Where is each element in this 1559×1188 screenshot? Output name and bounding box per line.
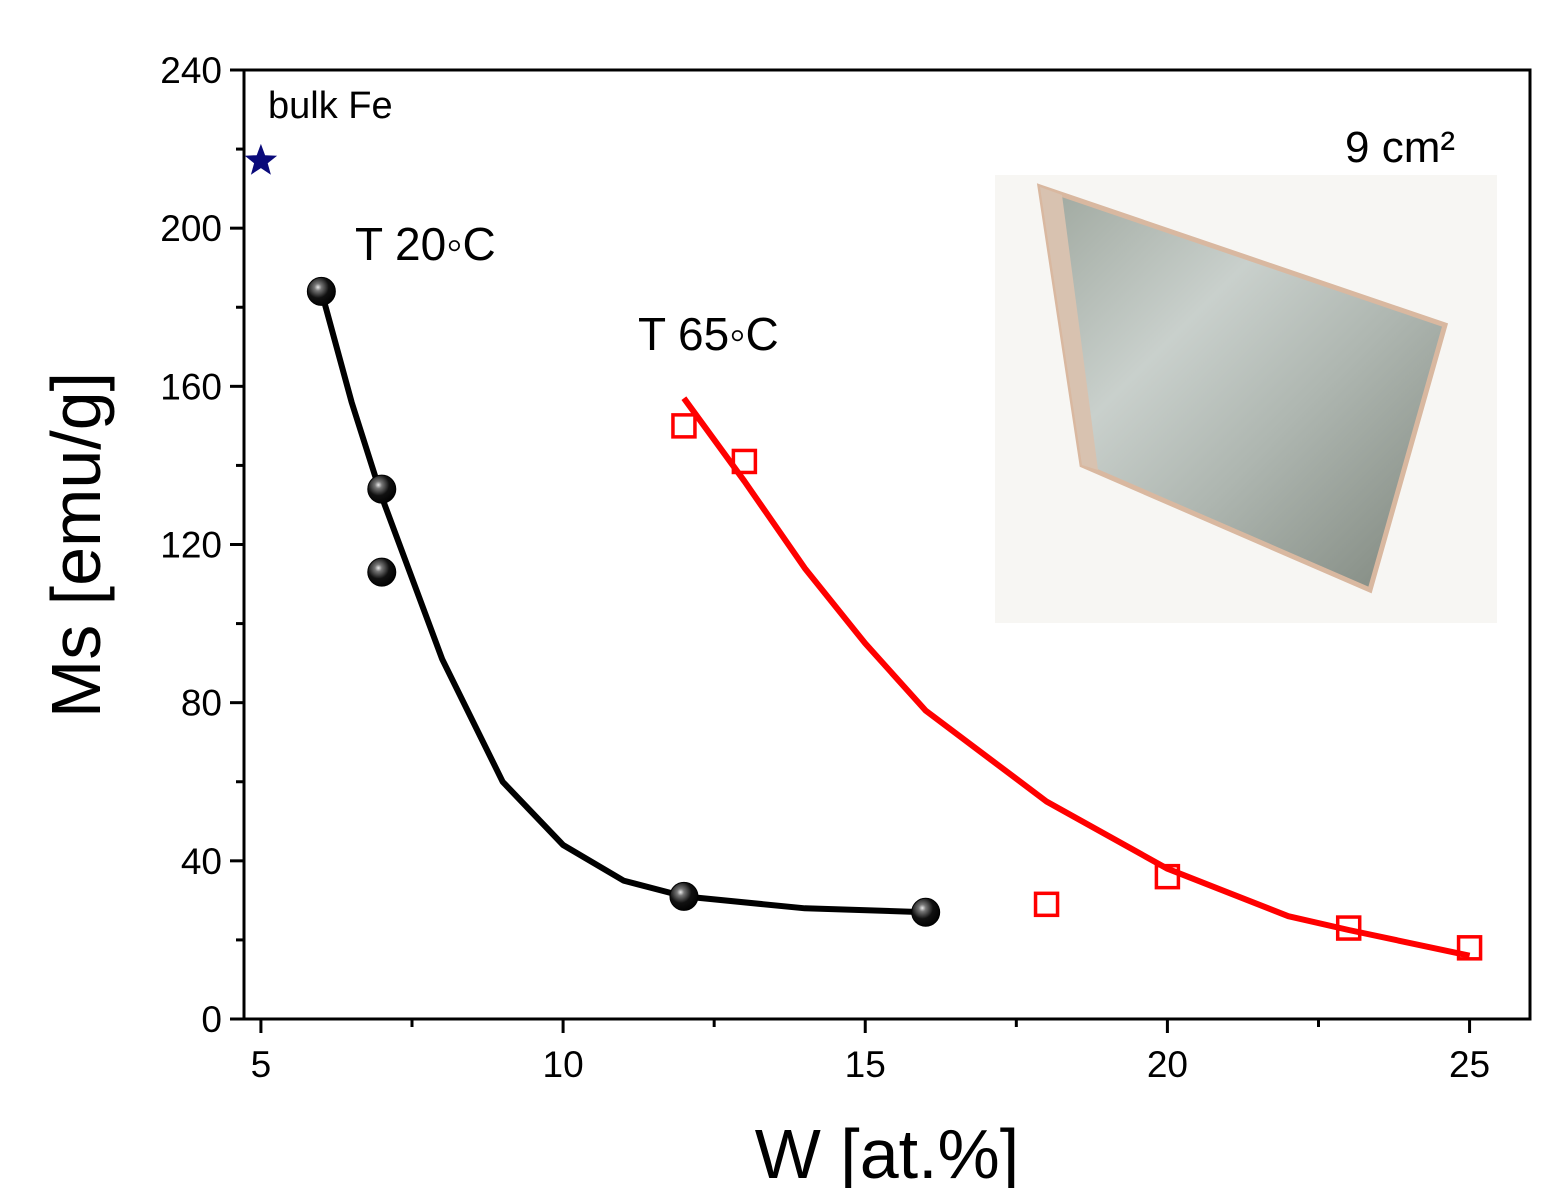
y-tick-label: 200 [160, 208, 222, 249]
y-tick-label: 120 [160, 525, 222, 566]
point [1456, 935, 1483, 961]
photo-plate-edge [1040, 187, 1098, 470]
annotation: 9 cm² [1345, 123, 1455, 172]
point [731, 448, 758, 475]
annotation: T 20◦C [355, 218, 496, 270]
y-tick-label: 0 [201, 999, 222, 1040]
point [1154, 863, 1181, 890]
x-tick-label: 20 [1147, 1044, 1188, 1085]
x-tick-label: 15 [845, 1044, 886, 1085]
fit-line [318, 290, 926, 916]
fit-line [681, 396, 1471, 959]
photo-plate [1036, 183, 1449, 594]
x-tick-label: 10 [543, 1044, 584, 1085]
y-tick-label: 160 [160, 366, 222, 407]
point [911, 897, 941, 927]
x-tick-label: 25 [1449, 1044, 1490, 1085]
point [669, 881, 699, 911]
x-axis-label: W [at.%] [755, 1115, 1019, 1188]
inset-photo [995, 175, 1497, 623]
point [367, 474, 397, 504]
point [244, 143, 278, 175]
annotation: T 65◦C [638, 308, 779, 360]
y-tick-label: 80 [181, 683, 222, 724]
point [1335, 915, 1362, 941]
x-tick-label: 5 [251, 1044, 272, 1085]
y-tick-label: 240 [160, 50, 222, 91]
point [1033, 891, 1060, 918]
annotation: bulk Fe [268, 85, 393, 127]
y-axis-label: Ms [emu/g] [37, 372, 115, 718]
point [671, 413, 697, 439]
point [367, 557, 397, 587]
point [306, 276, 336, 306]
y-tick-label: 40 [181, 841, 222, 882]
